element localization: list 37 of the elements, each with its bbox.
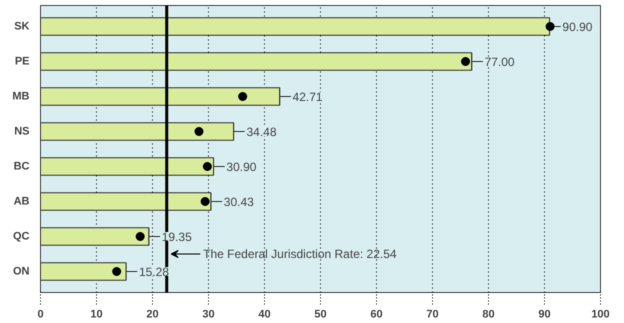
x-tick-label: 0: [37, 308, 44, 320]
point: [238, 92, 248, 101]
data-label: 42.71: [292, 90, 323, 104]
y-tick-label: PE: [14, 56, 30, 68]
x-tick-label: 60: [370, 308, 383, 320]
data-label: 30.90: [226, 160, 257, 174]
y-tick-label: ON: [13, 266, 30, 278]
ref-line-label: The Federal Jurisdiction Rate: 22.54: [203, 247, 397, 261]
x-tick-label: 30: [202, 308, 215, 320]
x-tick-label: 90: [538, 308, 551, 320]
point: [202, 162, 212, 171]
x-tick-label: 70: [426, 308, 439, 320]
y-tick-label: MB: [12, 90, 30, 102]
point: [461, 57, 470, 66]
data-label: 77.00: [484, 55, 515, 69]
point: [546, 22, 555, 31]
point: [136, 232, 145, 241]
y-tick-label: QC: [13, 230, 30, 242]
x-tick-label: 10: [90, 308, 103, 320]
data-label: 90.90: [562, 20, 593, 34]
y-tick-label: BC: [14, 160, 30, 172]
data-label: 19.35: [162, 230, 192, 244]
point: [112, 267, 122, 276]
point: [200, 197, 210, 206]
x-tick-label: 100: [591, 308, 610, 320]
data-label: 34.48: [246, 125, 277, 139]
y-tick-label: AB: [14, 196, 30, 208]
x-tick-label: 50: [314, 308, 327, 320]
x-tick-label: 80: [482, 308, 495, 320]
x-tick-label: 40: [258, 308, 271, 320]
data-label: 30.43: [224, 195, 254, 209]
y-tick-label: NS: [14, 126, 30, 138]
x-tick-label: 20: [146, 308, 159, 320]
point: [194, 127, 204, 136]
y-tick-label: SK: [14, 20, 30, 32]
data-label: 15.28: [138, 265, 170, 279]
bar: [40, 17, 550, 36]
